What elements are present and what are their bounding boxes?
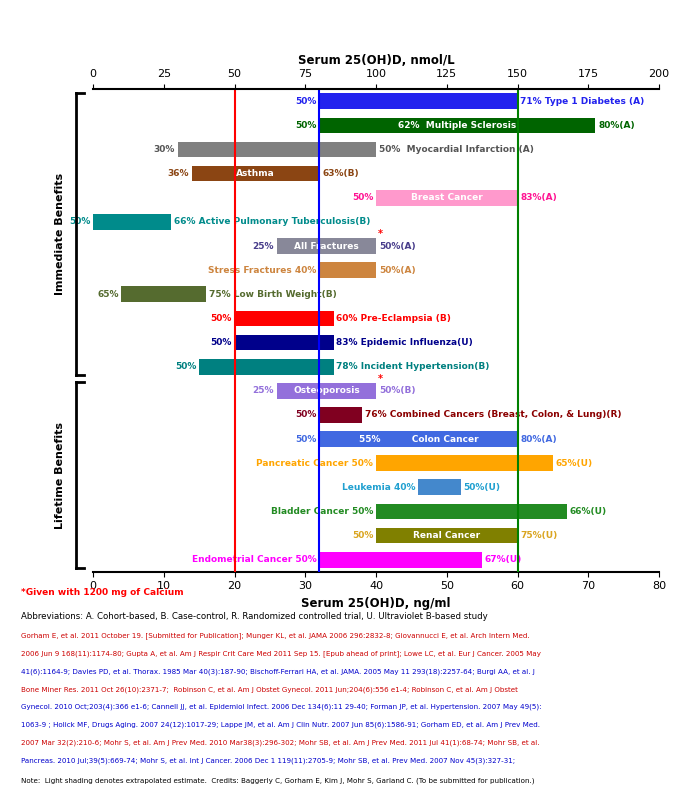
Bar: [121, 286, 206, 303]
Bar: [376, 190, 518, 206]
Text: Renal Cancer: Renal Cancer: [413, 531, 480, 540]
Text: 80%(A): 80%(A): [520, 435, 557, 444]
Text: Osteoporosis: Osteoporosis: [293, 386, 360, 395]
Bar: [192, 165, 319, 182]
Bar: [277, 383, 376, 399]
Text: 36%: 36%: [168, 169, 189, 178]
Text: 1063-9 ; Holick MF, Drugs Aging. 2007 24(12):1017-29; Lappe JM, et al. Am J Clin: 1063-9 ; Holick MF, Drugs Aging. 2007 24…: [21, 722, 540, 728]
Bar: [235, 335, 334, 350]
Text: Abbreviations: A. Cohort-based, B. Case-control, R. Randomized controlled trial,: Abbreviations: A. Cohort-based, B. Case-…: [21, 612, 487, 621]
Bar: [178, 142, 376, 157]
Text: 78% Incident Hypertension(B): 78% Incident Hypertension(B): [337, 363, 490, 371]
Text: *: *: [377, 374, 382, 384]
Text: 67%(U): 67%(U): [485, 556, 522, 564]
Text: 50%  Myocardial Infarction (A): 50% Myocardial Infarction (A): [379, 145, 534, 154]
Bar: [418, 479, 461, 496]
Text: 80%(A): 80%(A): [598, 121, 635, 130]
Text: 50%: 50%: [352, 193, 373, 202]
Text: 66% Active Pulmonary Tuberculosis(B): 66% Active Pulmonary Tuberculosis(B): [174, 217, 370, 226]
Text: Gynecol. 2010 Oct;203(4):366 e1-6; Cannell JJ, et al. Epidemiol Infect. 2006 Dec: Gynecol. 2010 Oct;203(4):366 e1-6; Canne…: [21, 704, 541, 710]
Text: Gorham E, et al. 2011 October 19. [Submitted for Publication]; Munger KL, et al.: Gorham E, et al. 2011 October 19. [Submi…: [21, 633, 529, 639]
Bar: [319, 551, 482, 568]
X-axis label: Serum 25(OH)D, ng/ml: Serum 25(OH)D, ng/ml: [302, 597, 451, 610]
Text: Leukemia 40%: Leukemia 40%: [342, 483, 415, 491]
Bar: [319, 407, 362, 423]
Text: Note:  Light shading denotes extrapolated estimate.  Credits: Baggerly C, Gorham: Note: Light shading denotes extrapolated…: [21, 778, 534, 784]
Text: Pancreas. 2010 Jul;39(5):669-74; Mohr S, et al. Int J Cancer. 2006 Dec 1 119(11): Pancreas. 2010 Jul;39(5):669-74; Mohr S,…: [21, 757, 515, 764]
Text: 25%: 25%: [253, 242, 274, 251]
Text: 41(6):1164-9; Davies PD, et al. Thorax. 1985 Mar 40(3):187-90; Bischoff-Ferrari : 41(6):1164-9; Davies PD, et al. Thorax. …: [21, 668, 535, 675]
Text: 50%: 50%: [69, 217, 90, 226]
Text: 50%: 50%: [352, 531, 373, 540]
Text: 55%          Colon Cancer: 55% Colon Cancer: [359, 435, 478, 444]
Text: All Fractures: All Fractures: [294, 242, 359, 251]
Text: 50%(B): 50%(B): [379, 386, 415, 395]
Text: Endometrial Cancer 50%: Endometrial Cancer 50%: [192, 556, 317, 564]
Text: Asthma: Asthma: [237, 169, 275, 178]
Bar: [376, 455, 553, 471]
Text: 50%(U): 50%(U): [464, 483, 501, 491]
Text: 30%: 30%: [154, 145, 175, 154]
Text: Breast Cancer: Breast Cancer: [411, 193, 482, 202]
Text: 50%: 50%: [295, 435, 317, 444]
Text: 63%(B): 63%(B): [322, 169, 359, 178]
Text: 2007 Mar 32(2):210-6; Mohr S, et al. Am J Prev Med. 2010 Mar38(3):296-302; Mohr : 2007 Mar 32(2):210-6; Mohr S, et al. Am …: [21, 740, 539, 746]
Bar: [376, 504, 567, 519]
Text: 65%(U): 65%(U): [555, 459, 593, 468]
Text: Stress Fractures 40%: Stress Fractures 40%: [208, 266, 317, 275]
Text: 50%(A): 50%(A): [379, 242, 415, 251]
Text: 50%: 50%: [295, 121, 317, 130]
Text: 62%  Multiple Sclerosis: 62% Multiple Sclerosis: [398, 121, 517, 130]
Text: 50%: 50%: [295, 97, 317, 105]
Bar: [199, 358, 334, 375]
Text: 25%: 25%: [253, 386, 274, 395]
Text: 71% Type 1 Diabetes (A): 71% Type 1 Diabetes (A): [520, 97, 644, 105]
Text: Immediate Benefits: Immediate Benefits: [55, 173, 66, 295]
Text: 76% Combined Cancers (Breast, Colon, & Lung)(R): 76% Combined Cancers (Breast, Colon, & L…: [365, 410, 621, 419]
Text: 50%: 50%: [175, 363, 197, 371]
Bar: [319, 93, 518, 109]
Text: 75%(U): 75%(U): [520, 531, 558, 540]
Text: 60% Pre-Eclampsia (B): 60% Pre-Eclampsia (B): [337, 314, 451, 323]
Text: *Given with 1200 mg of Calcium: *Given with 1200 mg of Calcium: [21, 588, 184, 597]
Bar: [93, 214, 171, 230]
Text: 83%(A): 83%(A): [520, 193, 557, 202]
Bar: [376, 528, 518, 543]
Text: 50%: 50%: [210, 338, 232, 347]
Text: Pancreatic Cancer 50%: Pancreatic Cancer 50%: [257, 459, 373, 468]
Text: 83% Epidemic Influenza(U): 83% Epidemic Influenza(U): [337, 338, 473, 347]
Bar: [235, 311, 334, 326]
Text: *: *: [377, 230, 382, 239]
X-axis label: Serum 25(OH)D, nmol/L: Serum 25(OH)D, nmol/L: [298, 54, 454, 67]
Text: 50%: 50%: [295, 410, 317, 419]
Bar: [277, 238, 376, 254]
Text: 2006 Jun 9 168(11):1174-80; Gupta A, et al. Am J Respir Crit Care Med 2011 Sep 1: 2006 Jun 9 168(11):1174-80; Gupta A, et …: [21, 650, 541, 657]
Text: 66%(U): 66%(U): [570, 507, 607, 516]
Bar: [319, 431, 518, 447]
Text: 65%: 65%: [97, 290, 119, 298]
Text: 75% Low Birth Weight(B): 75% Low Birth Weight(B): [209, 290, 337, 298]
Text: 50%(A): 50%(A): [379, 266, 415, 275]
Text: Lifetime Benefits: Lifetime Benefits: [55, 422, 66, 529]
Bar: [319, 118, 595, 133]
Text: Bone Miner Res. 2011 Oct 26(10):2371-7;  Robinson C, et al. Am J Obstet Gynecol.: Bone Miner Res. 2011 Oct 26(10):2371-7; …: [21, 686, 518, 693]
Bar: [319, 262, 376, 278]
Text: 50%: 50%: [210, 314, 232, 323]
Text: Bladder Cancer 50%: Bladder Cancer 50%: [271, 507, 373, 516]
